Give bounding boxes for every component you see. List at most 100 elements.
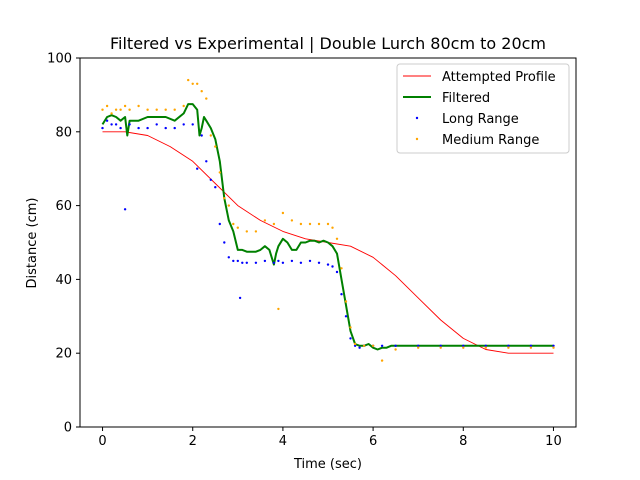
axes-frame <box>79 57 577 428</box>
data-point-medium-range <box>119 108 122 111</box>
data-point-medium-range <box>272 222 276 226</box>
data-point-medium-range <box>137 104 140 108</box>
data-point-medium-range <box>236 226 239 229</box>
plot-area <box>101 78 555 362</box>
data-point-long-range <box>200 134 203 137</box>
legend-marker-medium-range <box>415 137 419 141</box>
data-point-medium-range <box>146 108 149 111</box>
x-tick-label: 6 <box>369 434 377 449</box>
data-point-medium-range <box>155 108 158 111</box>
data-point-medium-range <box>223 197 226 200</box>
legend-marker-long-range <box>415 116 419 120</box>
data-point-medium-range <box>123 104 127 108</box>
data-point-long-range <box>299 261 303 264</box>
data-point-long-range <box>173 126 176 130</box>
data-point-long-range <box>105 119 109 122</box>
y-tick-label: 100 <box>47 52 72 67</box>
data-point-long-range <box>214 186 217 189</box>
data-point-medium-range <box>552 346 555 349</box>
data-point-long-range <box>340 293 343 296</box>
data-point-medium-range <box>110 112 113 115</box>
data-point-medium-range <box>277 307 280 311</box>
legend: Attempted Profile Filtered Long Range Mediu… <box>396 63 570 154</box>
data-point-long-range <box>155 123 158 126</box>
data-point-long-range <box>308 259 312 263</box>
y-tick-label: 0 <box>64 421 72 436</box>
data-point-long-range <box>137 126 140 130</box>
data-point-medium-range <box>417 346 420 349</box>
data-point-medium-range <box>101 108 104 111</box>
y-tick-label: 60 <box>55 199 72 214</box>
data-point-medium-range <box>218 171 221 174</box>
data-point-medium-range <box>105 104 109 108</box>
data-point-medium-range <box>299 222 303 226</box>
data-point-medium-range <box>290 219 294 222</box>
data-point-long-range <box>552 344 555 347</box>
y-tick-label: 40 <box>55 273 72 288</box>
data-point-long-range <box>245 261 248 264</box>
data-point-medium-range <box>349 326 352 329</box>
data-point-long-range <box>238 296 242 300</box>
data-point-medium-range <box>187 78 190 82</box>
data-point-long-range <box>462 344 465 347</box>
data-point-long-range <box>110 123 113 126</box>
data-point-long-range <box>335 270 339 274</box>
data-point-medium-range <box>462 346 465 349</box>
data-point-medium-range <box>254 230 258 233</box>
data-point-long-range <box>227 256 230 259</box>
data-point-long-range <box>353 344 357 347</box>
data-point-long-range <box>358 346 361 349</box>
data-point-medium-range <box>326 222 330 226</box>
data-point-long-range <box>218 222 221 226</box>
data-point-long-range <box>529 344 533 347</box>
legend-label-medium-range: Medium Range <box>442 133 539 148</box>
data-point-medium-range <box>245 230 248 233</box>
data-point-long-range <box>114 123 118 126</box>
data-point-long-range <box>326 263 330 266</box>
data-point-long-range <box>209 178 212 181</box>
data-point-long-range <box>417 344 420 347</box>
legend-label-long-range: Long Range <box>442 112 519 127</box>
data-point-long-range <box>182 123 185 126</box>
data-point-medium-range <box>335 237 339 240</box>
data-point-long-range <box>146 126 149 130</box>
data-point-long-range <box>241 261 244 264</box>
data-point-medium-range <box>209 134 212 137</box>
data-point-long-range <box>439 344 442 347</box>
data-point-medium-range <box>191 82 194 86</box>
data-point-long-range <box>272 261 276 264</box>
data-point-long-range <box>317 261 321 264</box>
data-point-medium-range <box>340 267 343 270</box>
legend-box <box>396 63 570 154</box>
chart-title: Filtered vs Experimental | Double Lurch … <box>110 34 546 53</box>
data-point-medium-range <box>484 346 487 349</box>
data-point-medium-range <box>182 104 185 108</box>
data-point-medium-range <box>196 82 199 86</box>
data-point-long-range <box>191 123 194 126</box>
data-point-long-range <box>263 259 267 263</box>
data-point-long-range <box>349 337 352 340</box>
data-point-medium-range <box>353 342 357 346</box>
data-point-long-range <box>128 123 131 126</box>
data-point-medium-range <box>439 346 442 349</box>
data-point-long-range <box>344 315 348 318</box>
y-tick-label: 80 <box>55 125 72 140</box>
data-point-medium-range <box>317 222 321 226</box>
data-point-medium-range <box>331 226 334 229</box>
data-point-long-range <box>380 344 384 347</box>
legend-label-attempted-profile: Attempted Profile <box>442 70 556 85</box>
data-point-medium-range <box>507 346 510 349</box>
plot-series-group <box>101 78 555 362</box>
data-point-medium-range <box>227 204 230 207</box>
data-point-medium-range <box>164 108 167 111</box>
y-axis-label: Distance (cm) <box>25 198 40 289</box>
data-point-medium-range <box>263 219 267 222</box>
data-point-long-range <box>119 126 122 130</box>
data-point-long-range <box>290 259 294 263</box>
data-point-long-range <box>101 126 104 130</box>
data-point-long-range <box>281 261 285 264</box>
data-point-long-range <box>196 167 199 170</box>
x-axis-label: Time (sec) <box>293 457 362 472</box>
data-point-medium-range <box>308 222 312 226</box>
data-point-long-range <box>164 126 167 130</box>
